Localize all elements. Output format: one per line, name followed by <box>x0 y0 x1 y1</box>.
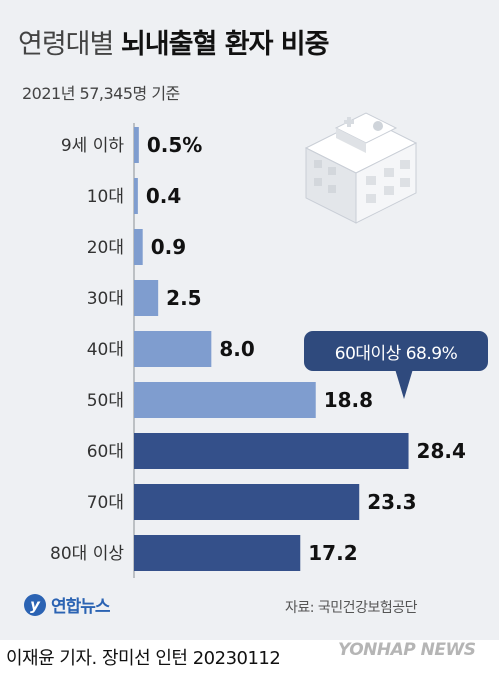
chart-card: 연령대별 뇌내출혈 환자 비중 2021년 57,345명 기준 9세 이하 0.… <box>0 0 499 640</box>
hospital-icon <box>304 112 418 224</box>
bar <box>134 382 316 418</box>
category-label: 9세 이하 <box>61 136 124 156</box>
chart-subtitle: 2021년 57,345명 기준 <box>22 84 180 103</box>
category-label: 50대 <box>87 391 124 411</box>
bar-chart: 9세 이하 0.5% 10대 0.4 20대 0.9 30대 2.5 40대 8.0 50대 18.8… <box>50 123 466 578</box>
data-label: 0.4 <box>146 184 181 208</box>
source-note: 자료: 국민건강보험공단 <box>285 600 417 616</box>
chart-title: 연령대별 뇌내출혈 환자 비중 <box>18 22 329 61</box>
data-label: 8.0 <box>219 337 254 361</box>
callout-tail <box>395 369 413 399</box>
category-label: 70대 <box>87 493 124 513</box>
bar <box>134 535 301 571</box>
watermark: YONHAP NEWS <box>338 640 476 660</box>
data-label: 0.9 <box>151 235 186 259</box>
category-label: 30대 <box>87 289 124 309</box>
data-label: 18.8 <box>324 388 373 412</box>
bar <box>134 178 138 214</box>
data-label: 0.5% <box>147 133 202 157</box>
category-label: 60대 <box>87 442 124 462</box>
data-label: 2.5 <box>166 286 201 310</box>
bar <box>134 229 143 265</box>
callout-box: 60대이상 68.9% <box>304 331 488 371</box>
data-label: 17.2 <box>308 541 357 565</box>
data-label: 23.3 <box>367 490 416 514</box>
bar <box>134 433 409 469</box>
title-main: 뇌내출혈 환자 비중 <box>120 29 330 60</box>
data-label: 28.4 <box>417 439 466 463</box>
bar <box>134 484 360 520</box>
yonhap-logo-icon: y <box>24 593 46 616</box>
bar <box>134 280 159 316</box>
credit-line: 이재윤 기자. 장미선 인턴 20230112 <box>6 648 281 669</box>
category-label: 20대 <box>87 238 124 258</box>
yonhap-logo: y 연합뉴스 <box>24 592 111 617</box>
category-label: 40대 <box>87 340 124 360</box>
logo-text: 연합뉴스 <box>51 597 111 617</box>
category-label: 10대 <box>87 187 124 207</box>
category-label: 80대 이상 <box>50 544 124 564</box>
bar <box>134 331 212 367</box>
title-prefix: 연령대별 <box>18 29 114 60</box>
bar <box>134 127 139 163</box>
